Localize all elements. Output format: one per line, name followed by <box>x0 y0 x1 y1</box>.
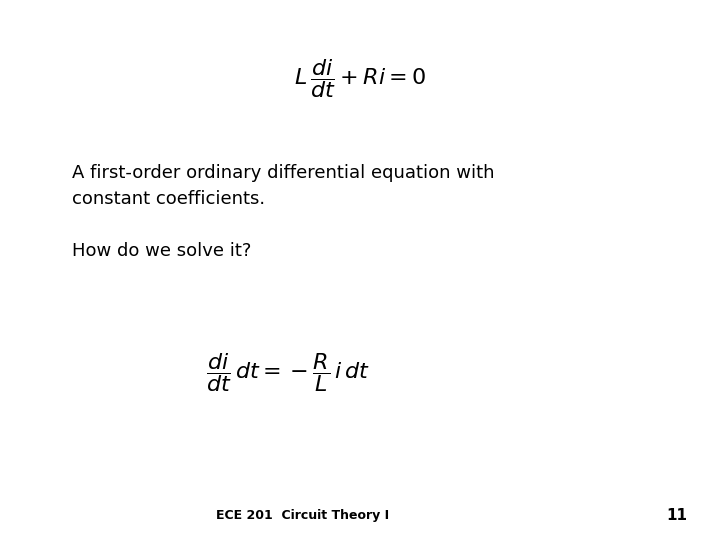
Text: How do we solve it?: How do we solve it? <box>72 242 251 260</box>
Text: $L \,\dfrac{di}{dt} + Ri = 0$: $L \,\dfrac{di}{dt} + Ri = 0$ <box>294 57 426 100</box>
Text: 11: 11 <box>667 508 688 523</box>
Text: $\dfrac{di}{dt}\,dt = -\dfrac{R}{L}\,i\,dt$: $\dfrac{di}{dt}\,dt = -\dfrac{R}{L}\,i\,… <box>206 351 370 394</box>
Text: ECE 201  Circuit Theory I: ECE 201 Circuit Theory I <box>216 509 389 522</box>
Text: A first-order ordinary differential equation with
constant coefficients.: A first-order ordinary differential equa… <box>72 164 495 208</box>
